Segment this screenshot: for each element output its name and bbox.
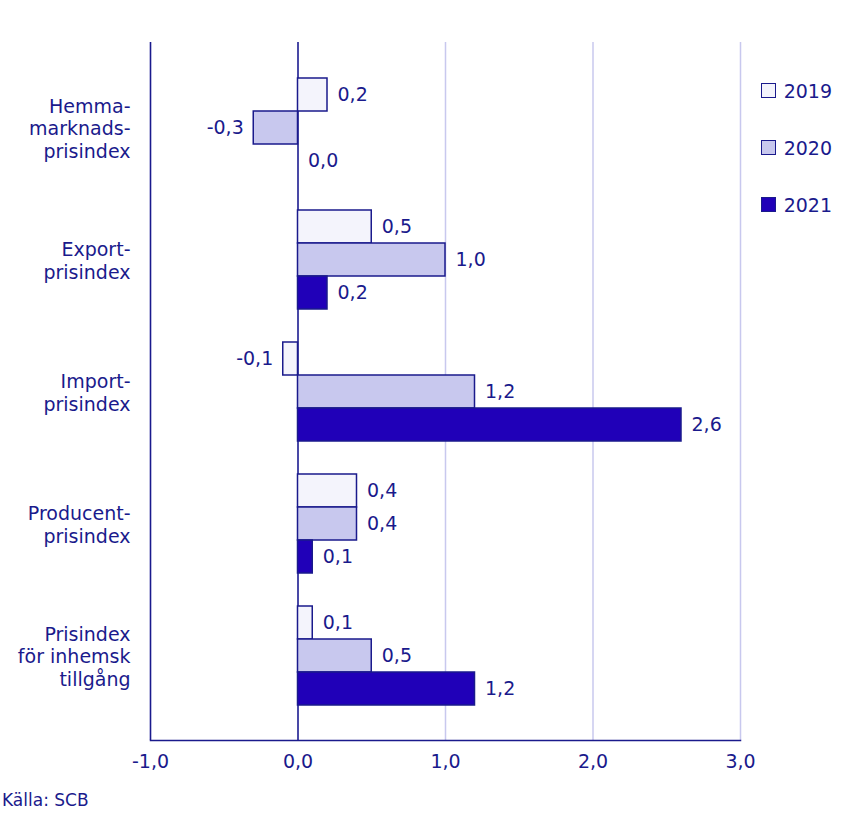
svg-text:0,4: 0,4: [367, 512, 397, 534]
svg-text:Producent-prisindex: Producent-prisindex: [28, 502, 131, 547]
svg-text:0,2: 0,2: [338, 281, 368, 303]
svg-text:0,0: 0,0: [283, 750, 313, 772]
html-text:2021: 2021: [783, 193, 832, 216]
svg-text:3,0: 3,0: [725, 750, 755, 772]
svg-text:Hemma-marknads-prisindex: Hemma-marknads-prisindex: [29, 94, 130, 162]
svg-text:Prisindexför inhemsktillgång: Prisindexför inhemsktillgång: [18, 622, 131, 690]
svg-text:0,1: 0,1: [323, 611, 353, 633]
html-text:2019: 2019: [783, 79, 832, 102]
html-text:2020: 2020: [783, 136, 832, 159]
svg-text:-0,3: -0,3: [207, 116, 244, 138]
svg-text:0,2: 0,2: [338, 83, 368, 105]
svg-text:0,0: 0,0: [308, 149, 338, 171]
svg-text:2,0: 2,0: [578, 750, 608, 772]
svg-text:0,4: 0,4: [367, 479, 397, 501]
svg-text:-0,1: -0,1: [236, 347, 273, 369]
svg-text:1,2: 1,2: [485, 380, 515, 402]
svg-text:1,0: 1,0: [430, 750, 460, 772]
svg-text:2,6: 2,6: [692, 413, 722, 435]
svg-text:0,5: 0,5: [382, 215, 412, 237]
svg-text:1,0: 1,0: [456, 248, 486, 270]
svg-text:Import-prisindex: Import-prisindex: [43, 370, 130, 415]
svg-text:-1,0: -1,0: [132, 750, 169, 772]
svg-text:0,1: 0,1: [323, 545, 353, 567]
svg-text:1,2: 1,2: [485, 677, 515, 699]
svg-text:Export-prisindex: Export-prisindex: [43, 238, 130, 283]
html-text:Källa: SCB: Källa: SCB: [2, 790, 89, 810]
svg-text:0,5: 0,5: [382, 644, 412, 666]
